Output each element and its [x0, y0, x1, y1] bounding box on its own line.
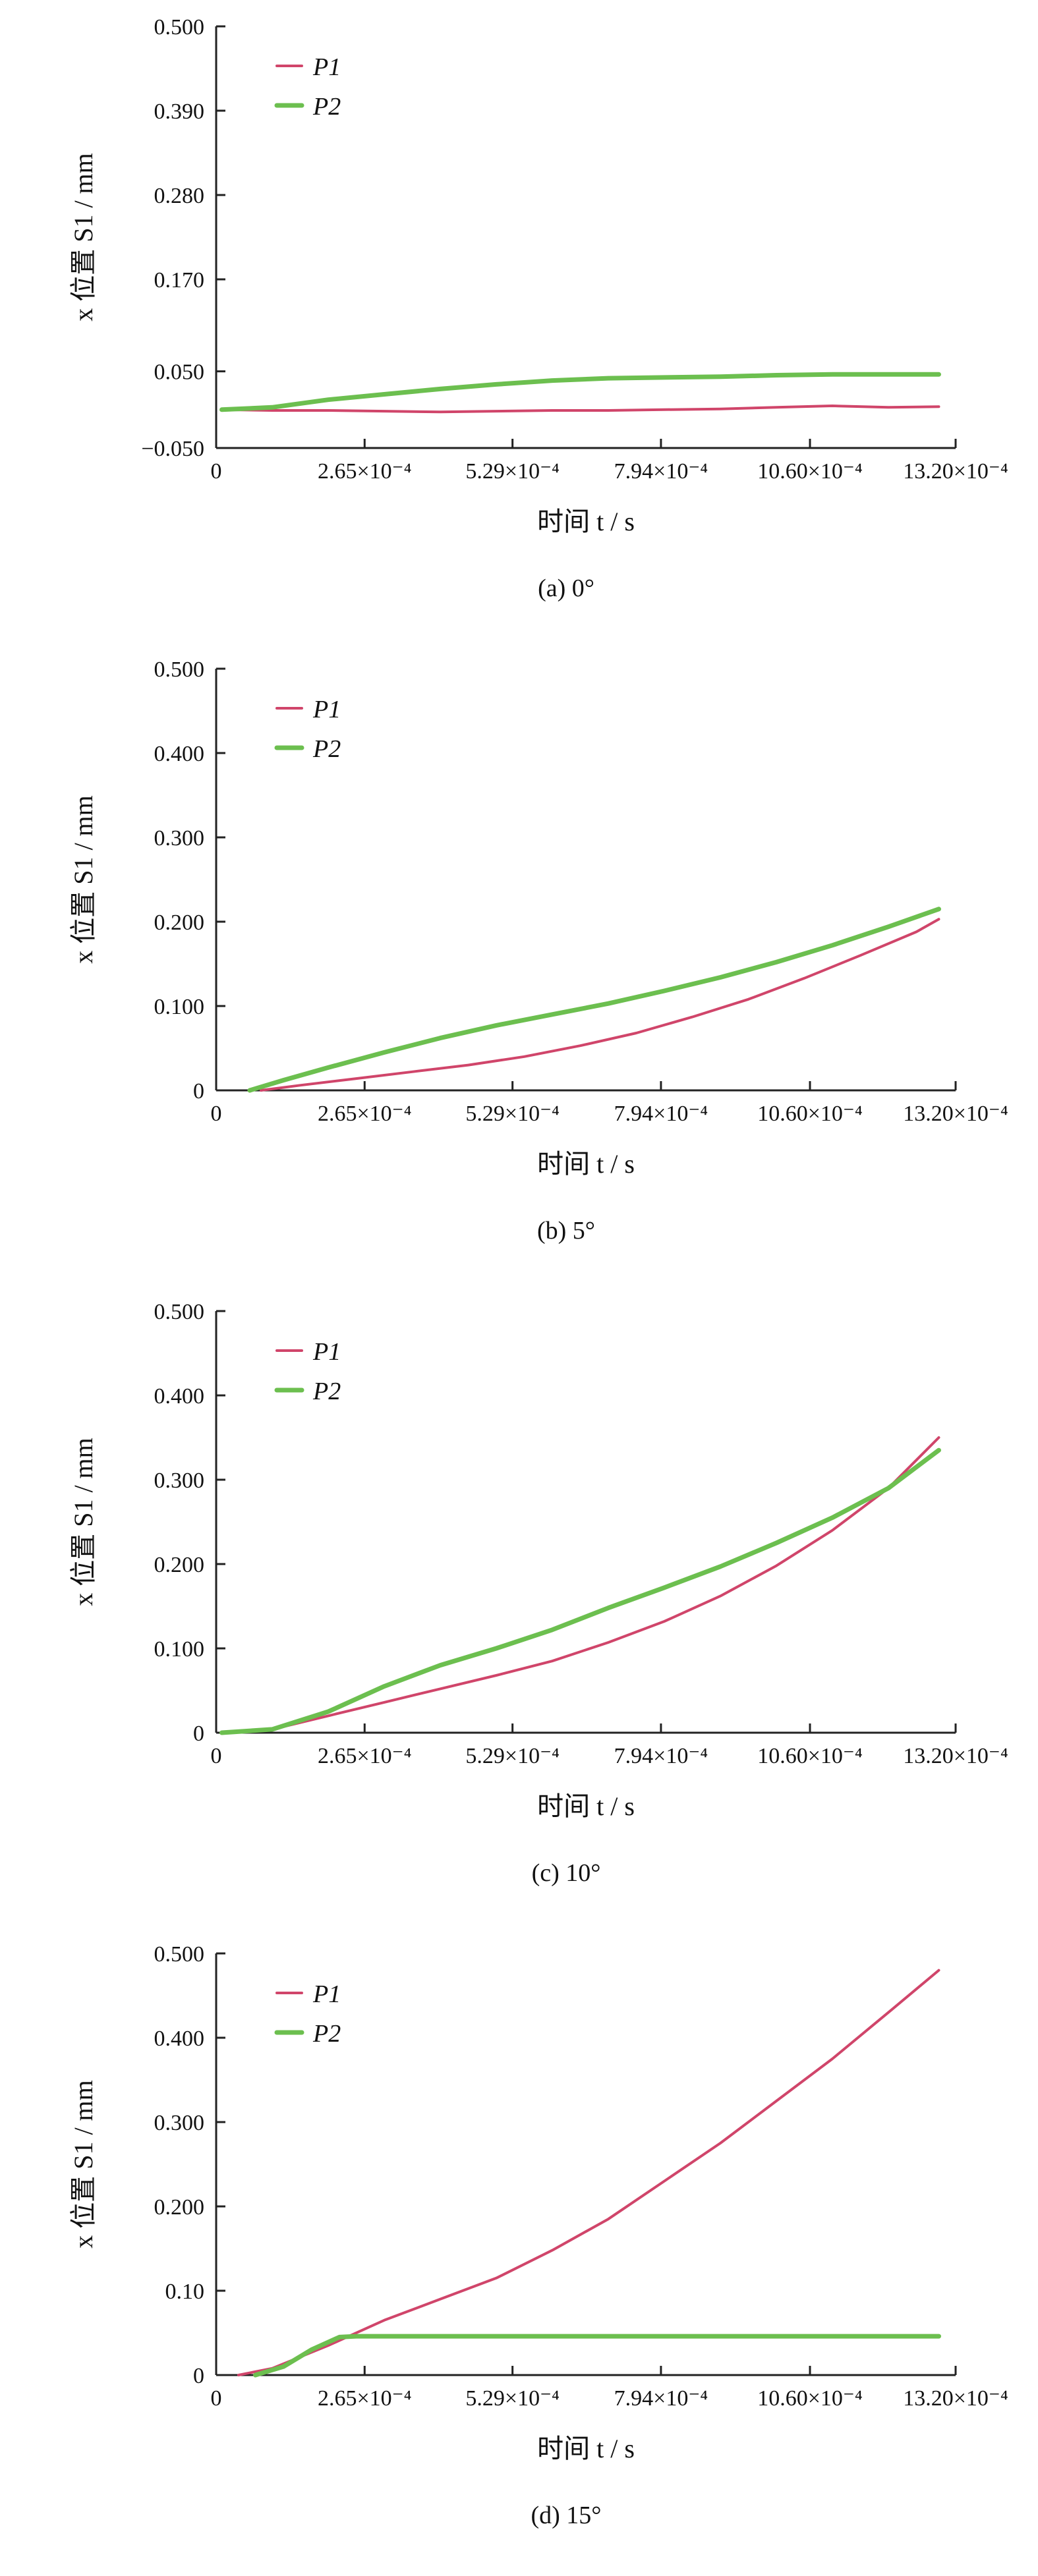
x-tick-label: 5.29×10⁻⁴: [465, 2386, 559, 2411]
y-tick-label: 0.050: [154, 360, 205, 385]
series-line-P1: [260, 918, 940, 1092]
legend-label-P1: P1: [312, 1338, 341, 1366]
x-tick-label: 2.65×10⁻⁴: [318, 1102, 411, 1126]
y-tick-label: 0.300: [154, 1469, 205, 1493]
y-tick-label: 0.390: [154, 99, 205, 124]
chart-panel-1: 0 0.100 0.200 0.300 0.400 0.500 0 2.65×10⁻⁴ 5.29…: [0, 646, 1038, 1288]
y-tick-label: 0.300: [154, 2111, 205, 2135]
y-tick-label: 0.300: [154, 826, 205, 851]
y-axis-label: x 位置 S1 / mm: [69, 153, 98, 322]
y-tick-label: 0.500: [154, 1942, 205, 1967]
x-tick-label: 10.60×10⁻⁴: [757, 1744, 862, 1768]
x-tick-label: 5.29×10⁻⁴: [465, 459, 559, 484]
legend-label-P1: P1: [312, 1980, 341, 2008]
x-tick-label: 0: [211, 1744, 222, 1768]
y-tick-label: 0.400: [154, 742, 205, 766]
panel-caption: (a) 0°: [538, 574, 594, 602]
y-tick-label: 0.500: [154, 15, 205, 40]
chart-panel-2: 0 0.100 0.200 0.300 0.400 0.500 0 2.65×10⁻⁴ 5.29…: [0, 1288, 1038, 1930]
y-tick-label: 0.100: [154, 995, 205, 1019]
x-tick-label: 5.29×10⁻⁴: [465, 1744, 559, 1768]
chart-svg-3: 0 0.10 0.200 0.300 0.400 0.500 0 2.65×10⁻⁴ 5.29×…: [69, 1942, 1008, 2529]
y-tick-label: 0.500: [154, 658, 205, 682]
x-tick-label: 7.94×10⁻⁴: [614, 1102, 708, 1126]
y-tick-label: 0.500: [154, 1300, 205, 1324]
y-tick-label: 0.400: [154, 2027, 205, 2051]
x-tick-label: 7.94×10⁻⁴: [614, 1744, 708, 1768]
y-axis-label: x 位置 S1 / mm: [69, 2080, 98, 2249]
legend-label-P2: P2: [312, 735, 341, 763]
x-tick-label: 7.94×10⁻⁴: [614, 2386, 708, 2411]
series-line-P1: [220, 405, 940, 414]
x-tick-label: 0: [211, 1102, 222, 1126]
x-tick-label: 13.20×10⁻⁴: [903, 2386, 1008, 2411]
y-tick-label: 0.200: [154, 2195, 205, 2220]
x-axis-label: 时间 t / s: [537, 1149, 635, 1179]
x-tick-label: 0: [211, 2386, 222, 2411]
panel-caption: (b) 5°: [537, 1217, 595, 1245]
chart-svg-2: 0 0.100 0.200 0.300 0.400 0.500 0 2.65×10⁻⁴ 5.29…: [69, 1300, 1008, 1887]
x-tick-label: 5.29×10⁻⁴: [465, 1102, 559, 1126]
chart-svg-0: −0.050 0.050 0.170 0.280 0.390 0.500 0 2.65×10⁻…: [69, 15, 1008, 602]
x-tick-label: 0: [211, 459, 222, 484]
y-tick-label: 0: [193, 1079, 204, 1104]
y-tick-label: −0.050: [141, 437, 204, 461]
panel-caption: (c) 10°: [532, 1859, 601, 1887]
chart-svg-1: 0 0.100 0.200 0.300 0.400 0.500 0 2.65×10⁻⁴ 5.29…: [69, 658, 1008, 1245]
x-tick-label: 2.65×10⁻⁴: [318, 1744, 411, 1768]
series-line-P1: [220, 1436, 940, 1734]
x-tick-label: 10.60×10⁻⁴: [757, 1102, 862, 1126]
series-line-P1: [237, 1969, 940, 2376]
y-tick-label: 0: [193, 1722, 204, 1746]
legend-label-P2: P2: [312, 2020, 341, 2048]
y-tick-label: 0.200: [154, 1553, 205, 1577]
x-tick-label: 13.20×10⁻⁴: [903, 1102, 1008, 1126]
x-axis-label: 时间 t / s: [537, 2434, 635, 2463]
series-line-P2: [219, 372, 941, 412]
y-tick-label: 0.200: [154, 910, 205, 935]
series-line-P2: [247, 907, 941, 1093]
y-axis-label: x 位置 S1 / mm: [69, 1438, 98, 1606]
y-axis-label: x 位置 S1 / mm: [69, 795, 98, 964]
x-tick-label: 7.94×10⁻⁴: [614, 459, 708, 484]
y-tick-label: 0.280: [154, 184, 205, 208]
x-tick-label: 13.20×10⁻⁴: [903, 459, 1008, 484]
legend-label-P2: P2: [312, 1378, 341, 1405]
x-tick-label: 13.20×10⁻⁴: [903, 1744, 1008, 1768]
x-tick-label: 2.65×10⁻⁴: [318, 459, 411, 484]
legend-label-P2: P2: [312, 93, 341, 121]
y-tick-label: 0.10: [165, 2280, 205, 2304]
x-axis-label: 时间 t / s: [537, 507, 635, 536]
chart-panel-3: 0 0.10 0.200 0.300 0.400 0.500 0 2.65×10⁻⁴ 5.29×…: [0, 1930, 1038, 2573]
y-tick-label: 0.100: [154, 1637, 205, 1662]
series-line-P2: [253, 2334, 941, 2378]
y-tick-label: 0.170: [154, 268, 205, 293]
panel-caption: (d) 15°: [531, 2502, 601, 2529]
x-axis-label: 时间 t / s: [537, 1791, 635, 1821]
y-tick-label: 0: [193, 2364, 204, 2388]
legend-label-P1: P1: [312, 696, 341, 723]
x-tick-label: 10.60×10⁻⁴: [757, 2386, 862, 2411]
x-tick-label: 10.60×10⁻⁴: [757, 459, 862, 484]
chart-panel-0: −0.050 0.050 0.170 0.280 0.390 0.500 0 2.65×10⁻…: [0, 3, 1038, 646]
series-line-P2: [219, 1447, 941, 1735]
y-tick-label: 0.400: [154, 1384, 205, 1409]
legend-label-P1: P1: [312, 53, 341, 81]
x-tick-label: 2.65×10⁻⁴: [318, 2386, 411, 2411]
